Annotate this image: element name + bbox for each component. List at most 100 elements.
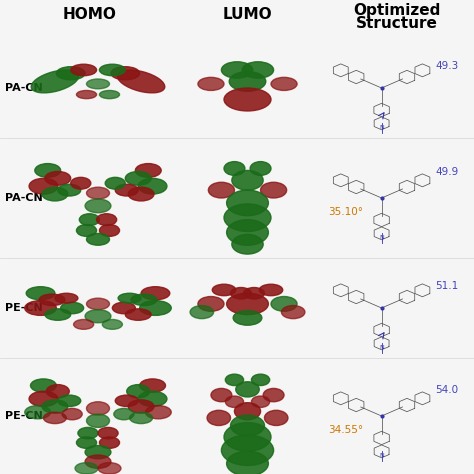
Ellipse shape: [224, 88, 271, 111]
Text: 49.9: 49.9: [436, 166, 459, 177]
Ellipse shape: [140, 301, 171, 315]
Text: 49.3: 49.3: [436, 61, 459, 71]
Ellipse shape: [221, 62, 253, 78]
Ellipse shape: [58, 184, 81, 196]
Ellipse shape: [233, 310, 262, 325]
Ellipse shape: [35, 164, 61, 177]
Ellipse shape: [261, 182, 287, 198]
Ellipse shape: [140, 379, 165, 392]
Ellipse shape: [138, 178, 167, 194]
Ellipse shape: [227, 293, 268, 315]
Ellipse shape: [115, 184, 138, 196]
Ellipse shape: [30, 379, 56, 392]
Text: PA-CN: PA-CN: [5, 83, 43, 93]
Ellipse shape: [224, 204, 271, 231]
Ellipse shape: [87, 233, 109, 245]
Ellipse shape: [42, 187, 68, 201]
Ellipse shape: [100, 225, 119, 237]
Ellipse shape: [129, 412, 153, 424]
Ellipse shape: [207, 410, 230, 426]
Ellipse shape: [198, 77, 224, 91]
Ellipse shape: [76, 437, 97, 448]
Ellipse shape: [230, 415, 264, 436]
Ellipse shape: [227, 219, 268, 245]
Ellipse shape: [221, 435, 273, 465]
Ellipse shape: [87, 414, 109, 428]
Ellipse shape: [271, 77, 297, 91]
Ellipse shape: [71, 64, 97, 76]
Ellipse shape: [25, 406, 51, 419]
Text: PE-CN: PE-CN: [5, 411, 43, 421]
Ellipse shape: [250, 162, 271, 175]
Ellipse shape: [85, 199, 111, 213]
Ellipse shape: [75, 463, 98, 474]
Ellipse shape: [62, 409, 82, 420]
Text: N: N: [379, 125, 384, 130]
Ellipse shape: [98, 463, 121, 474]
Ellipse shape: [45, 309, 71, 320]
Ellipse shape: [61, 302, 83, 314]
Ellipse shape: [100, 437, 119, 448]
Ellipse shape: [100, 64, 125, 76]
Ellipse shape: [230, 288, 251, 299]
Ellipse shape: [198, 297, 224, 311]
Ellipse shape: [127, 384, 150, 398]
Ellipse shape: [209, 182, 235, 198]
Text: 34.55°: 34.55°: [328, 425, 363, 435]
Ellipse shape: [87, 298, 109, 310]
Text: LUMO: LUMO: [223, 7, 272, 21]
Ellipse shape: [42, 400, 68, 413]
Ellipse shape: [229, 72, 266, 91]
Ellipse shape: [224, 162, 245, 175]
Ellipse shape: [146, 406, 171, 419]
Ellipse shape: [242, 62, 273, 78]
Ellipse shape: [115, 395, 138, 407]
Ellipse shape: [263, 388, 284, 402]
Ellipse shape: [128, 400, 154, 413]
Ellipse shape: [244, 288, 264, 299]
Text: PE-CN: PE-CN: [5, 303, 43, 313]
Ellipse shape: [71, 177, 91, 189]
Ellipse shape: [136, 164, 161, 177]
Ellipse shape: [44, 412, 66, 424]
Ellipse shape: [85, 455, 111, 468]
Ellipse shape: [224, 423, 271, 451]
Ellipse shape: [232, 171, 263, 190]
Ellipse shape: [78, 428, 98, 439]
Ellipse shape: [97, 214, 117, 226]
Ellipse shape: [131, 294, 157, 306]
Ellipse shape: [232, 235, 263, 254]
Ellipse shape: [225, 396, 244, 408]
Ellipse shape: [76, 225, 97, 237]
Ellipse shape: [236, 382, 259, 397]
Ellipse shape: [29, 391, 58, 407]
Text: HOMO: HOMO: [63, 7, 117, 21]
Ellipse shape: [125, 309, 151, 320]
Ellipse shape: [118, 70, 165, 93]
Ellipse shape: [114, 409, 134, 420]
Ellipse shape: [282, 306, 305, 319]
Text: 54.0: 54.0: [436, 385, 459, 395]
Ellipse shape: [211, 388, 232, 402]
Ellipse shape: [26, 287, 55, 300]
Text: Structure: Structure: [356, 16, 438, 30]
Ellipse shape: [100, 91, 119, 99]
Ellipse shape: [251, 396, 270, 408]
Ellipse shape: [271, 297, 297, 311]
Text: 35.10°: 35.10°: [328, 208, 363, 218]
Text: PA-CN: PA-CN: [5, 193, 43, 203]
Ellipse shape: [98, 428, 118, 439]
Ellipse shape: [111, 67, 140, 80]
Ellipse shape: [102, 319, 122, 329]
Ellipse shape: [112, 302, 136, 314]
Ellipse shape: [46, 384, 69, 398]
Text: 51.1: 51.1: [436, 281, 459, 291]
Ellipse shape: [118, 293, 141, 303]
Ellipse shape: [227, 451, 268, 474]
Ellipse shape: [85, 446, 111, 459]
Ellipse shape: [56, 67, 85, 80]
Ellipse shape: [76, 91, 97, 99]
Ellipse shape: [264, 410, 288, 426]
Ellipse shape: [190, 306, 214, 319]
Ellipse shape: [58, 395, 81, 407]
